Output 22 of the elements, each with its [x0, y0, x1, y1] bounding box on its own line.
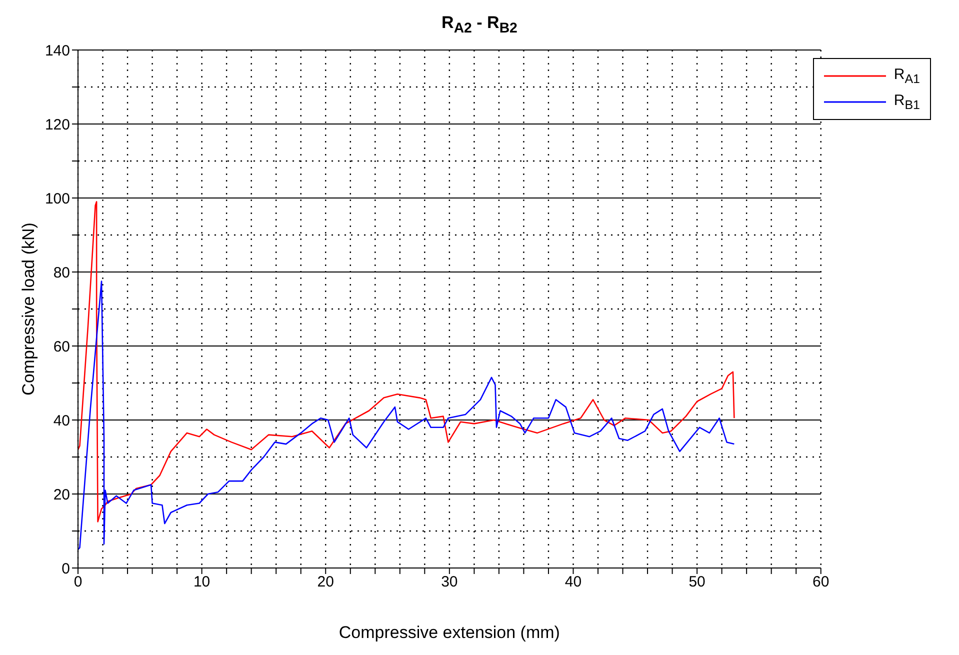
legend-label: R$_{B1}$ [894, 92, 920, 112]
y-axis-title: Compressive load (kN) [19, 222, 38, 396]
line-series [78, 280, 735, 550]
y-tick-label: 140 [44, 42, 70, 60]
x-tick-label: 60 [812, 574, 830, 591]
y-tick-label: 40 [53, 412, 70, 430]
y-tick-label: 20 [53, 486, 70, 504]
y-tick-label: 60 [53, 338, 70, 356]
y-tick-label: 80 [53, 264, 70, 282]
x-tick-label: 50 [688, 574, 706, 591]
x-tick-label: 20 [317, 574, 334, 591]
x-tick-label: 0 [74, 574, 82, 591]
line-series [78, 201, 735, 522]
x-axis-title: Compressive extension (mm) [338, 623, 560, 642]
legend-label: R$_{A1}$ [894, 66, 920, 86]
chart-title: R$_{A2}$ - R$_{B2}$ [442, 13, 518, 36]
x-tick-label: 10 [193, 574, 210, 591]
y-tick-label: 100 [44, 190, 70, 208]
y-tick-label: 120 [44, 116, 70, 134]
x-tick-label: 30 [441, 574, 458, 591]
y-tick-label: 0 [62, 560, 70, 578]
x-tick-label: 40 [564, 574, 582, 591]
